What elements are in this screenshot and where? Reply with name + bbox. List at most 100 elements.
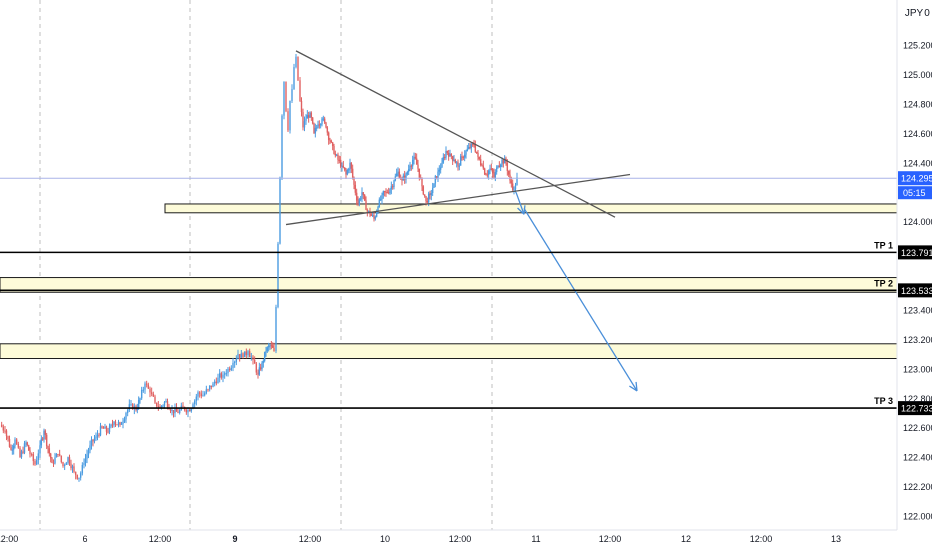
candle-layer xyxy=(0,54,518,482)
candle-body xyxy=(90,439,93,446)
candle-body xyxy=(98,434,100,436)
price-tick-label: 123.000 xyxy=(903,364,932,374)
candle-body xyxy=(326,127,329,133)
candle-body xyxy=(37,453,40,461)
candle-body xyxy=(99,426,102,436)
candle-body xyxy=(155,402,158,407)
candle-body xyxy=(334,153,337,156)
price-tick-label: 122.800 xyxy=(903,394,932,404)
candle-body xyxy=(359,198,362,200)
candle-body xyxy=(341,165,343,167)
candle-body xyxy=(309,112,311,118)
candle-body xyxy=(414,156,417,159)
candle-body xyxy=(281,115,283,178)
candle-body xyxy=(481,165,483,167)
candle-body xyxy=(382,191,385,196)
candle-body xyxy=(58,454,61,456)
candle-body xyxy=(86,454,88,459)
candle-body xyxy=(490,168,493,170)
candle-body xyxy=(482,165,485,169)
candle-body xyxy=(459,156,462,166)
candle-body xyxy=(455,162,458,164)
candle-body xyxy=(253,359,256,364)
time-tick-label: 12 xyxy=(681,534,691,544)
candle-body xyxy=(275,306,277,352)
candle-body xyxy=(389,189,391,194)
candle-body xyxy=(237,354,239,359)
candle-body xyxy=(377,206,379,213)
tp-price-tag-2 xyxy=(898,283,932,298)
candle-body xyxy=(418,168,421,178)
candle-body xyxy=(514,185,517,190)
time-axis[interactable]: 12:00 6 12:00 9 12:00 10 12:00 11 12:00 12 12:00 13 xyxy=(0,529,897,544)
candle-body xyxy=(120,423,123,425)
price-axis[interactable]: JPY 0 123.791 123.533 122.733 125.200 125.00… xyxy=(896,0,932,530)
candle-body xyxy=(78,477,80,479)
candle-body xyxy=(339,159,342,167)
candle-body xyxy=(32,454,35,462)
candle-body xyxy=(247,351,249,356)
candle-body xyxy=(353,177,355,185)
candle-body xyxy=(494,172,497,178)
candle-body xyxy=(178,410,181,413)
candle-body xyxy=(67,457,69,463)
candle-body xyxy=(507,170,510,175)
candle-body xyxy=(374,216,377,219)
candle-body xyxy=(375,212,378,217)
candle-body xyxy=(503,158,506,164)
candle-body xyxy=(2,426,5,431)
candle-body xyxy=(212,383,214,388)
tp-label-2: TP 2 xyxy=(874,278,893,288)
support-zone-3[interactable] xyxy=(0,343,898,360)
candle-body xyxy=(295,56,297,68)
forecast-arrow-2[interactable] xyxy=(523,208,638,392)
tp-price-tag-3 xyxy=(898,401,932,416)
candle-body xyxy=(347,169,350,171)
ascending-trendline[interactable] xyxy=(285,173,631,226)
candle-body xyxy=(495,167,498,173)
candle-body xyxy=(104,426,106,429)
candle-body xyxy=(235,358,238,362)
candle-body xyxy=(43,430,45,440)
candle-body xyxy=(466,148,469,151)
candle-body xyxy=(415,158,418,165)
descending-trendline[interactable] xyxy=(295,50,616,218)
candle-body xyxy=(5,430,8,437)
candle-body xyxy=(475,151,478,154)
scale-mode-label[interactable]: 0 xyxy=(924,8,930,19)
candle-body xyxy=(79,473,82,478)
candle-body xyxy=(227,368,229,374)
candle-body xyxy=(511,183,514,190)
candle-body xyxy=(19,447,21,458)
candle-body xyxy=(102,427,105,429)
candle-body xyxy=(95,436,97,439)
candle-body xyxy=(44,430,47,435)
candle-body xyxy=(230,367,233,370)
candle-body xyxy=(499,164,502,168)
candle-body xyxy=(71,466,74,469)
candle-body xyxy=(259,367,262,370)
candle-body xyxy=(238,354,241,358)
candle-body xyxy=(463,154,466,158)
candle-body xyxy=(57,453,59,455)
candle-body xyxy=(116,424,118,426)
candle-body xyxy=(137,400,140,409)
price-tick-label: 122.400 xyxy=(903,453,932,463)
candle-body xyxy=(8,439,11,447)
candle-body xyxy=(385,191,387,193)
candle-body xyxy=(441,162,443,168)
drawing-layer[interactable] xyxy=(0,50,897,392)
candle-body xyxy=(277,243,279,307)
candle-body xyxy=(222,374,224,378)
candle-body xyxy=(401,179,403,181)
candle-body xyxy=(300,100,303,113)
candle-body xyxy=(123,419,126,422)
candle-body xyxy=(198,392,201,394)
candle-body xyxy=(60,455,63,463)
support-zone-1[interactable] xyxy=(164,203,898,214)
candle-body xyxy=(516,177,518,186)
tp-label-1: TP 1 xyxy=(874,240,893,250)
candle-body xyxy=(225,373,228,375)
